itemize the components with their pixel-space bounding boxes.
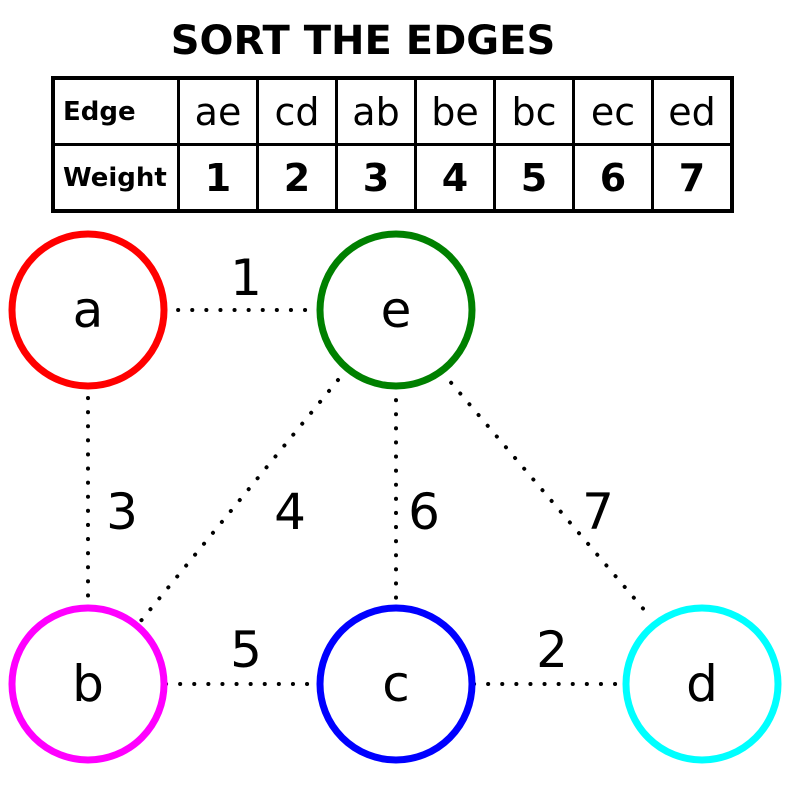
edge-weight-label-ab: 3 bbox=[106, 483, 138, 541]
edge-weight-label-cd: 2 bbox=[536, 621, 568, 679]
node-e: e bbox=[316, 230, 476, 390]
edge-cell: ed bbox=[651, 76, 734, 146]
node-a: a bbox=[8, 230, 168, 390]
edge-row: Edge ae cd ab be bc ec ed bbox=[51, 76, 734, 146]
weight-row: Weight 1 2 3 4 5 6 7 bbox=[51, 143, 734, 213]
edge-weight-label-bc: 5 bbox=[230, 621, 262, 679]
edge-cell: ae bbox=[177, 76, 259, 146]
edge-eb bbox=[138, 378, 340, 624]
node-label-e: e bbox=[381, 281, 412, 339]
edge-weight-table: Edge ae cd ab be bc ec ed Weight 1 2 3 4… bbox=[51, 76, 734, 213]
weight-cell: 7 bbox=[651, 143, 734, 213]
edge-weight-label-ed: 7 bbox=[582, 483, 614, 541]
weight-cell: 5 bbox=[493, 143, 575, 213]
edges-layer bbox=[86, 308, 648, 686]
node-label-c: c bbox=[382, 655, 410, 713]
edge-weight-label-eb: 4 bbox=[274, 483, 306, 541]
node-label-d: d bbox=[686, 655, 718, 713]
node-b: b bbox=[8, 604, 168, 764]
edge-cell: be bbox=[414, 76, 496, 146]
weight-row-header: Weight bbox=[51, 143, 180, 213]
edge-cell: ab bbox=[335, 76, 417, 146]
edge-weight-label-ec: 6 bbox=[408, 483, 440, 541]
edge-cell: ec bbox=[572, 76, 654, 146]
page-title: SORT THE EDGES bbox=[170, 18, 556, 64]
node-circle-c bbox=[316, 604, 476, 764]
node-circle-d bbox=[622, 604, 782, 764]
node-label-a: a bbox=[73, 281, 104, 339]
edge-ed bbox=[440, 370, 648, 614]
node-circle-a bbox=[8, 230, 168, 390]
node-circle-b bbox=[8, 604, 168, 764]
weight-cell: 6 bbox=[572, 143, 654, 213]
edge-cell: bc bbox=[493, 76, 575, 146]
edge-cell: cd bbox=[256, 76, 338, 146]
node-circle-e bbox=[316, 230, 476, 390]
weight-cell: 4 bbox=[414, 143, 496, 213]
weight-cell: 2 bbox=[256, 143, 338, 213]
node-c: c bbox=[316, 604, 476, 764]
edge-row-header: Edge bbox=[51, 76, 180, 146]
node-label-b: b bbox=[72, 655, 104, 713]
weights-layer: 1 3 4 6 7 5 2 bbox=[106, 249, 614, 679]
edge-weight-label-ae: 1 bbox=[230, 249, 262, 307]
node-d: d bbox=[622, 604, 782, 764]
nodes-layer: a e b c d bbox=[8, 230, 782, 764]
weight-cell: 3 bbox=[335, 143, 417, 213]
weight-cell: 1 bbox=[177, 143, 259, 213]
